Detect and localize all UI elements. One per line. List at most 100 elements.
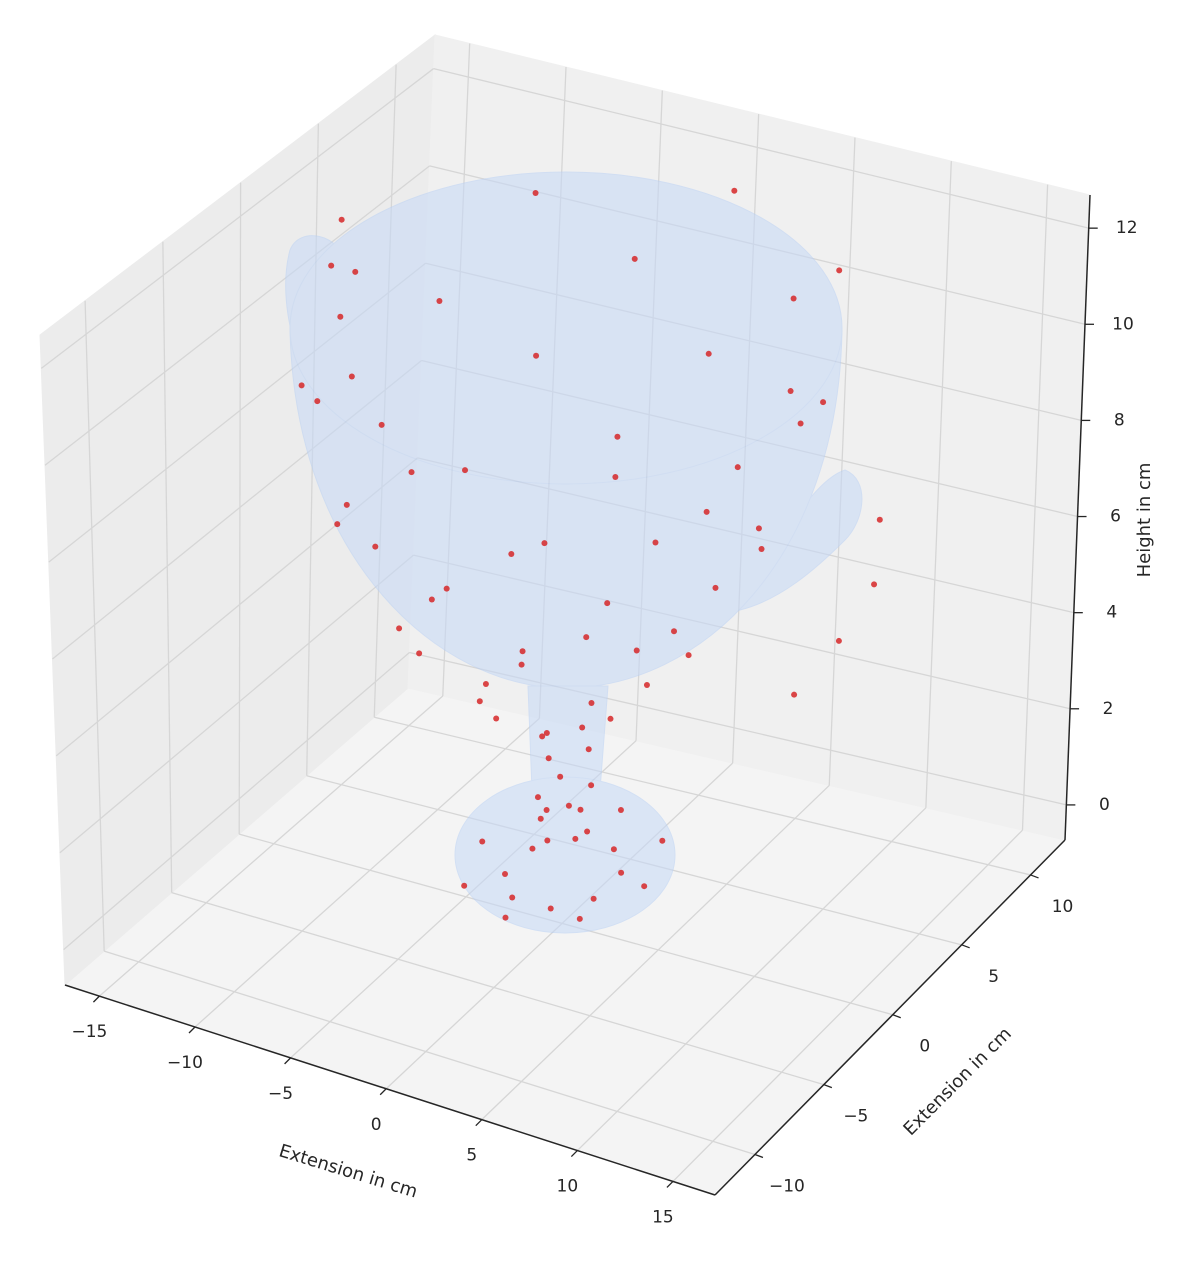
point <box>659 837 666 844</box>
point <box>610 846 617 853</box>
x-tick-label: 0 <box>371 1115 382 1135</box>
point <box>479 838 486 845</box>
y-tick-label: 5 <box>988 967 999 987</box>
point <box>534 794 541 801</box>
point <box>539 733 546 740</box>
x-tick-label: 15 <box>652 1207 674 1227</box>
x-tick <box>570 1150 578 1157</box>
grid-line <box>433 67 1089 229</box>
point <box>685 652 692 659</box>
z-tick-label: 8 <box>1114 410 1125 430</box>
z-tick-label: 4 <box>1106 603 1117 623</box>
point <box>541 540 548 547</box>
z-axis <box>1064 194 1091 841</box>
point <box>545 755 552 762</box>
point <box>543 729 550 736</box>
y-tick-label: 0 <box>919 1037 930 1057</box>
point <box>408 469 415 476</box>
y-tick <box>961 944 970 949</box>
point <box>734 464 741 471</box>
point <box>502 870 509 877</box>
point <box>835 637 842 644</box>
point <box>703 508 710 515</box>
point <box>493 715 500 722</box>
point <box>820 399 827 406</box>
z-tick-label: 6 <box>1110 507 1121 527</box>
point <box>328 262 335 269</box>
point <box>588 700 595 707</box>
points <box>298 187 883 922</box>
point <box>348 373 355 380</box>
grid-line <box>481 784 830 1121</box>
point <box>416 650 423 657</box>
x-tick-label: −5 <box>268 1084 293 1104</box>
point <box>482 681 489 688</box>
z-tick-label: 2 <box>1103 699 1114 719</box>
point <box>705 350 712 357</box>
point <box>529 845 536 852</box>
point <box>731 187 738 194</box>
point <box>797 420 804 427</box>
grid-line <box>44 165 430 466</box>
axes: −15 −10 −5 0 5 10 15 −10 −5 0 5 10 0 2 4 6 8 10 12 <box>64 194 1138 1227</box>
z-tick-label: 12 <box>1116 218 1138 238</box>
point <box>836 267 843 274</box>
z-axis-label: Height in cm <box>1134 463 1155 578</box>
y-axis-label: Extension in cm <box>899 1023 1015 1139</box>
y-tick <box>1030 874 1039 879</box>
point <box>590 895 597 902</box>
point <box>372 543 379 550</box>
x-tick <box>379 1088 387 1096</box>
point <box>476 698 483 705</box>
x-tick <box>284 1057 292 1065</box>
grid-line <box>59 554 414 854</box>
point <box>343 501 350 508</box>
point <box>790 295 797 302</box>
point <box>618 869 625 876</box>
grid-line <box>84 300 105 952</box>
point <box>876 516 883 523</box>
point <box>532 190 539 197</box>
point <box>652 539 659 546</box>
point <box>378 421 385 428</box>
point <box>518 661 525 668</box>
point <box>576 915 583 922</box>
point <box>337 313 344 320</box>
x-tick-label: −15 <box>71 1022 107 1042</box>
x-tick-label: 10 <box>557 1177 579 1197</box>
point <box>543 807 550 814</box>
y-tick <box>754 1153 764 1159</box>
point <box>614 433 621 440</box>
point <box>436 298 443 305</box>
grid-line <box>374 716 1031 876</box>
point <box>462 467 469 474</box>
grid-line <box>98 695 444 997</box>
point <box>533 352 540 359</box>
y-axis <box>714 839 1066 1196</box>
grid-line <box>171 892 825 1086</box>
x-axis <box>64 984 716 1196</box>
grid-line <box>40 68 435 369</box>
point <box>519 648 526 655</box>
point <box>631 255 638 262</box>
grid-line <box>162 241 173 893</box>
point <box>396 625 403 632</box>
grid-line <box>63 651 410 951</box>
x-tick <box>475 1119 483 1127</box>
point <box>544 837 551 844</box>
point <box>577 806 584 813</box>
grid-line <box>828 137 856 786</box>
point <box>352 268 359 275</box>
point <box>791 691 798 698</box>
y-tick <box>892 1014 901 1019</box>
y-tick-label: −5 <box>843 1107 868 1127</box>
point <box>338 216 345 223</box>
y-tick <box>823 1083 833 1089</box>
x-tick-label: −10 <box>167 1053 203 1073</box>
point <box>712 584 719 591</box>
point <box>547 905 554 912</box>
point <box>643 681 650 688</box>
grid-line <box>576 807 927 1151</box>
grid-line <box>925 161 952 808</box>
point <box>671 628 678 635</box>
